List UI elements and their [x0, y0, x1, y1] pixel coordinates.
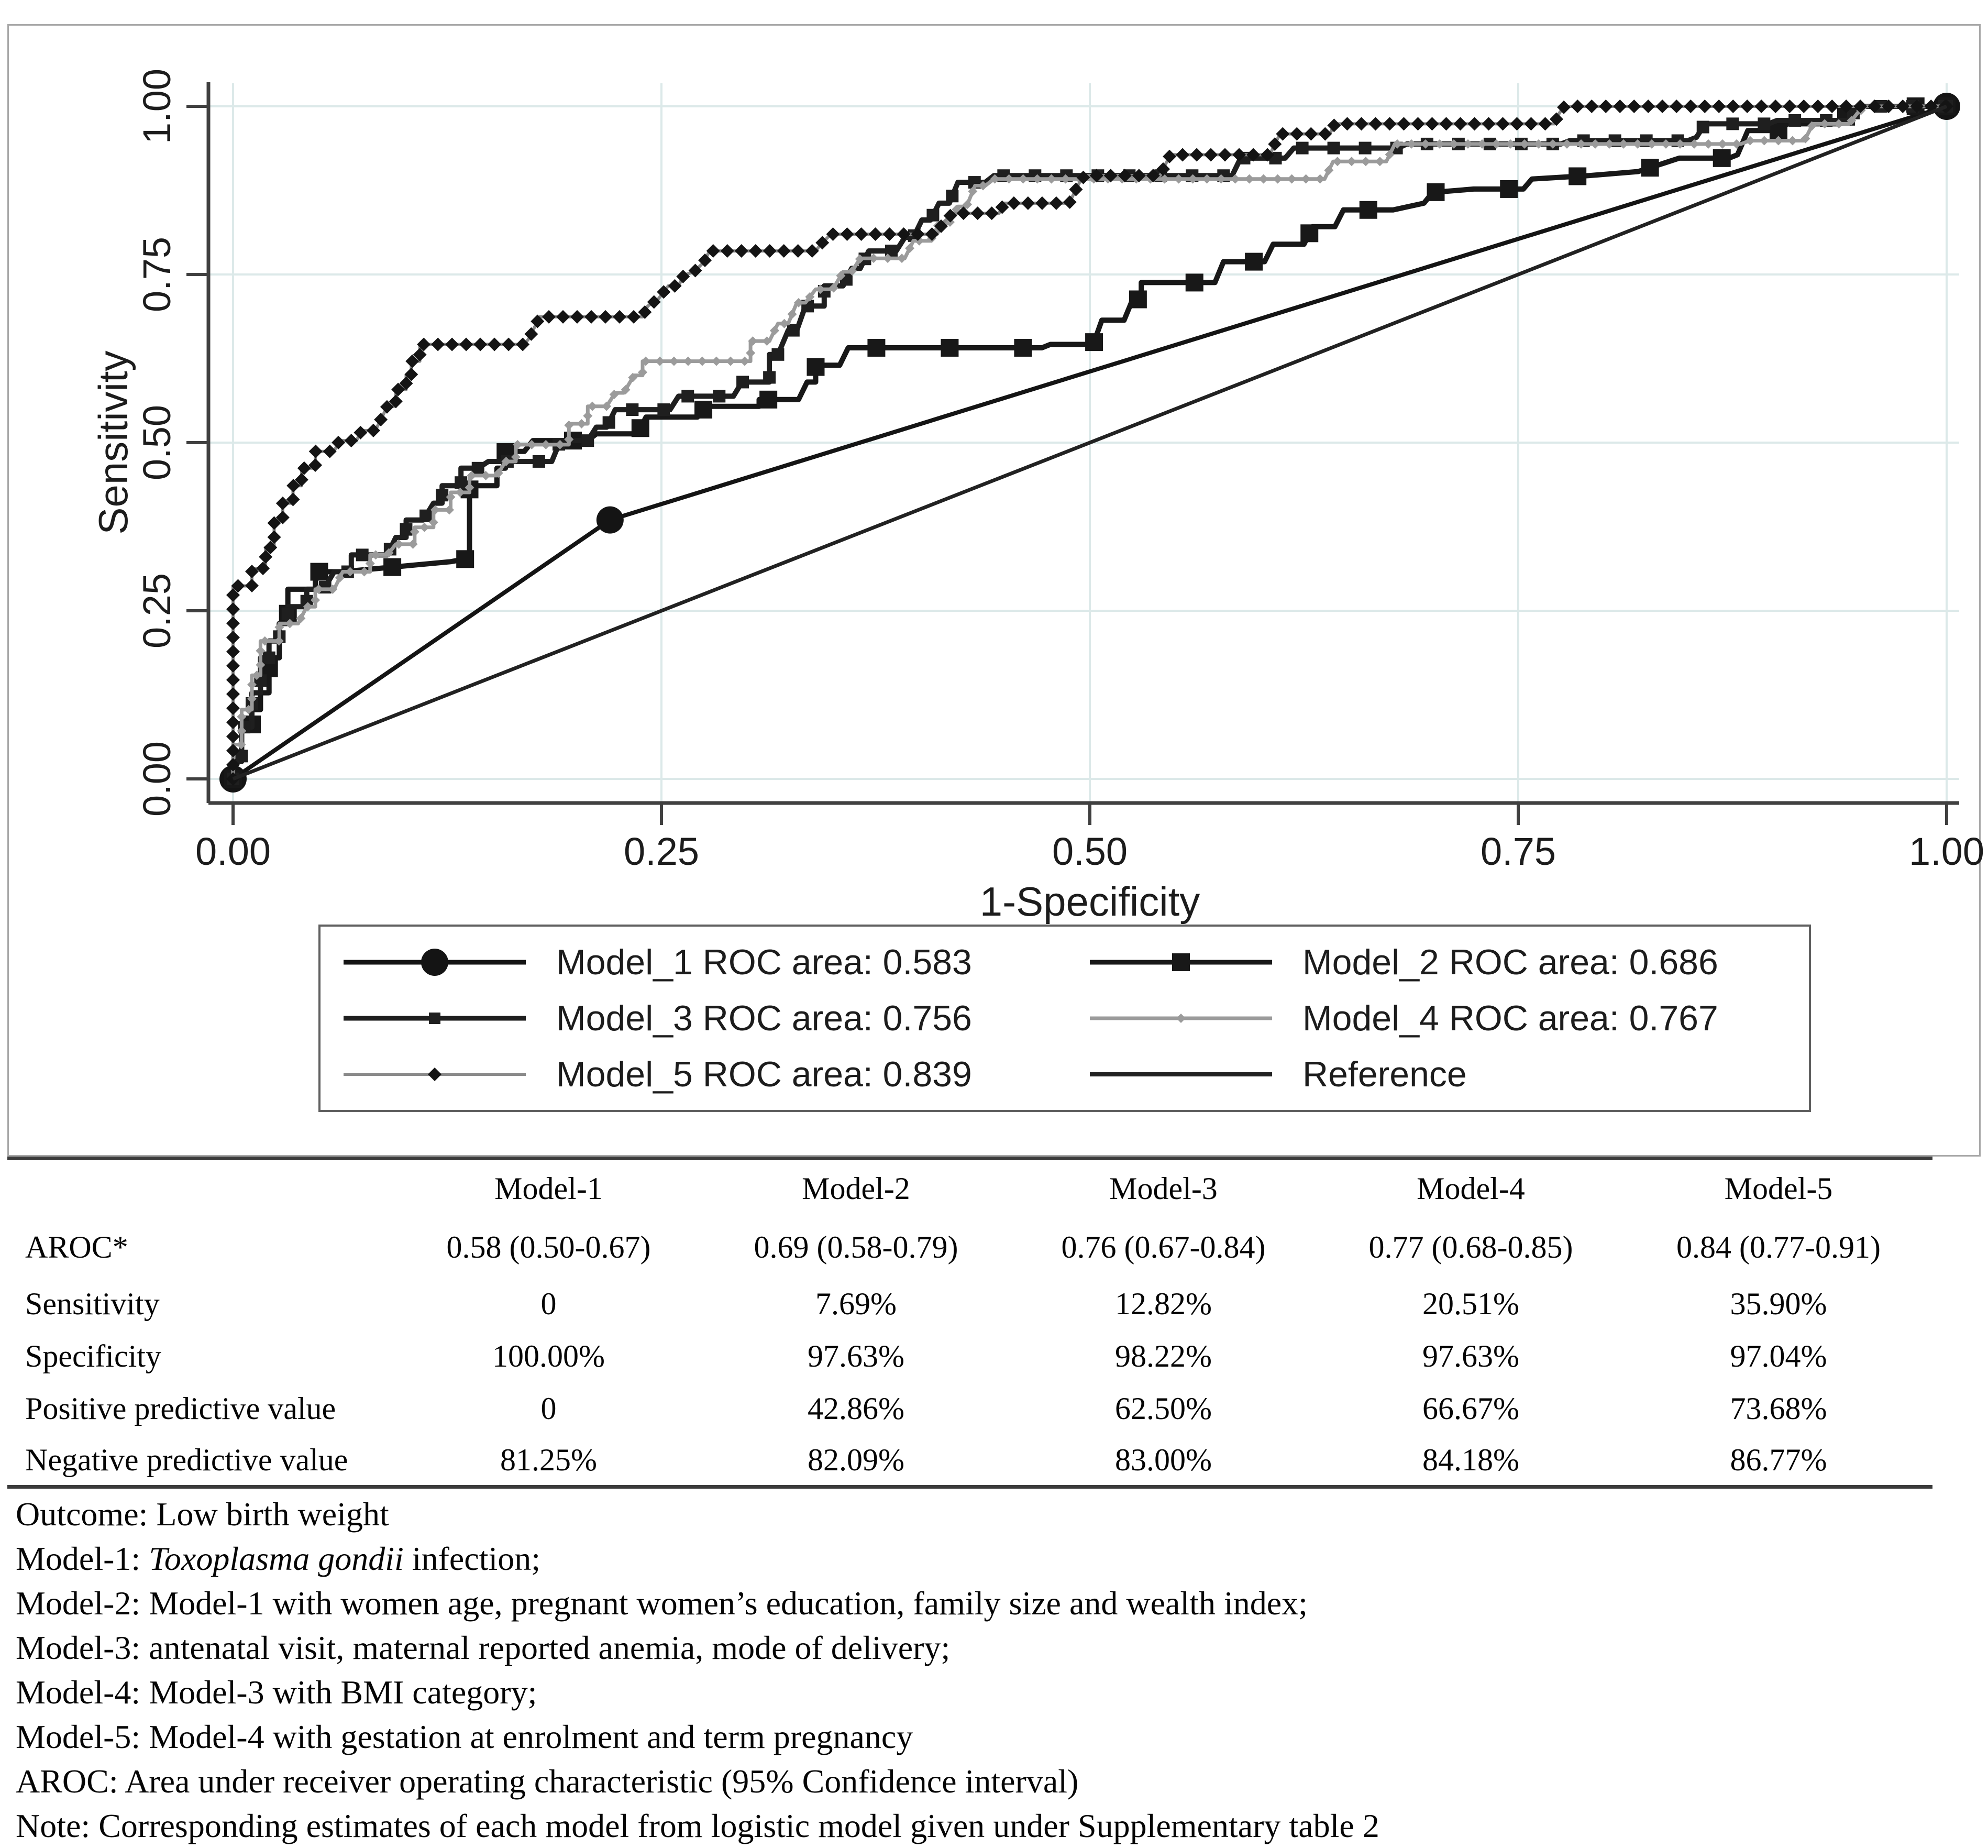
- table-header-row: Model-1 Model-2 Model-3 Model-4 Model-5: [7, 1160, 1932, 1217]
- legend-label: Model_2 ROC area: 0.686: [1302, 942, 1718, 982]
- table-cell: 82.09%: [808, 1442, 904, 1477]
- x-axis-title: 1-Specificity: [980, 878, 1200, 925]
- table-cell: 84.18%: [1422, 1442, 1519, 1477]
- y-tick-label: 0.25: [135, 573, 179, 648]
- model-1-marker-icon: [340, 945, 529, 979]
- row-label: Specificity: [25, 1338, 161, 1373]
- model-2-marker-icon: [1087, 945, 1275, 979]
- reference-line-icon: [1087, 1058, 1275, 1091]
- table-header-cell: Model-2: [802, 1171, 910, 1206]
- footnote-model-5: Model-5: Model-4 with gestation at enrol…: [16, 1718, 913, 1755]
- roc-curves: [219, 93, 1960, 793]
- row-label: Negative predictive value: [25, 1442, 348, 1477]
- table-cell: 97.04%: [1730, 1338, 1827, 1373]
- roc-chart: 0.00 0.25 0.50 0.75 1.00 0.00 0.25 0.50 …: [90, 69, 1984, 925]
- x-tick-label: 1.00: [1909, 830, 1984, 873]
- row-label: AROC*: [25, 1229, 128, 1264]
- table-row: Specificity 100.00% 97.63% 98.22% 97.63%…: [7, 1330, 1932, 1382]
- table-header-cell: Model-1: [494, 1171, 603, 1206]
- table-cell: 20.51%: [1422, 1286, 1519, 1321]
- roc-figure: 0.00 0.25 0.50 0.75 1.00 0.00 0.25 0.50 …: [7, 24, 1984, 1157]
- legend-item-model-2: Model_2 ROC area: 0.686: [1067, 934, 1811, 990]
- model-5-marker-icon: [340, 1058, 529, 1091]
- y-tick-label: 0.50: [135, 405, 179, 480]
- footnote-model-4: Model-4: Model-3 with BMI category;: [16, 1674, 537, 1711]
- footnote-aroc: AROC: Area under receiver operating char…: [16, 1763, 1079, 1800]
- footnote-note: Note: Corresponding estimates of each mo…: [16, 1807, 1379, 1844]
- metrics-table: Model-1 Model-2 Model-3 Model-4 Model-5 …: [7, 1157, 1932, 1489]
- table-cell: 81.25%: [500, 1442, 597, 1477]
- table-header-cell: Model-5: [1724, 1171, 1833, 1206]
- footnote-model-3: Model-3: antenatal visit, maternal repor…: [16, 1629, 951, 1666]
- table-cell: 0.58 (0.50-0.67): [446, 1229, 651, 1264]
- model-4-marker-icon: [1087, 1002, 1275, 1035]
- footnote-italic-text: Toxoplasma gondii: [149, 1540, 404, 1577]
- y-tick-label: 0.00: [135, 741, 179, 817]
- table-cell: 86.77%: [1730, 1442, 1827, 1477]
- x-tick-label: 0.75: [1481, 830, 1556, 873]
- table-header-cell: Model-4: [1417, 1171, 1525, 1206]
- x-tick-label: 0.50: [1052, 830, 1128, 873]
- table-cell: 0: [540, 1286, 557, 1321]
- roc-legend: Model_1 ROC area: 0.583 Model_2 ROC area…: [318, 925, 1811, 1112]
- table-cell: 98.22%: [1115, 1338, 1212, 1373]
- y-tick-label: 1.00: [135, 69, 179, 144]
- table-cell: 97.63%: [808, 1338, 904, 1373]
- tick-marks: [186, 105, 1948, 825]
- model-3-marker-icon: [340, 1002, 529, 1035]
- legend-item-model-1: Model_1 ROC area: 0.583: [321, 934, 1067, 990]
- table-cell: 62.50%: [1115, 1391, 1212, 1426]
- table-cell: 97.63%: [1422, 1338, 1519, 1373]
- table-cell: 12.82%: [1115, 1286, 1212, 1321]
- table-cell: 66.67%: [1422, 1391, 1519, 1426]
- legend-item-reference: Reference: [1067, 1047, 1811, 1103]
- x-tick-label: 0.00: [195, 830, 271, 873]
- roc-curve-model-5: [226, 100, 1953, 786]
- footnote-text: Model-1:: [16, 1540, 149, 1577]
- table-row: Sensitivity 0 7.69% 12.82% 20.51% 35.90%: [7, 1278, 1932, 1330]
- row-label: Positive predictive value: [25, 1391, 336, 1426]
- legend-label: Model_1 ROC area: 0.583: [556, 942, 972, 982]
- table-row: Negative predictive value 81.25% 82.09% …: [7, 1435, 1932, 1485]
- y-axis-title: Sensitivity: [90, 350, 136, 534]
- footnote-outcome: Outcome: Low birth weight: [16, 1495, 389, 1533]
- legend-item-model-5: Model_5 ROC area: 0.839: [321, 1047, 1067, 1103]
- table-row: Positive predictive value 0 42.86% 62.50…: [7, 1382, 1932, 1435]
- table-cell: 73.68%: [1730, 1391, 1827, 1426]
- table-cell: 0.69 (0.58-0.79): [754, 1229, 958, 1264]
- table-cell: 100.00%: [492, 1338, 605, 1373]
- table-cell: 35.90%: [1730, 1286, 1827, 1321]
- y-tick-label: 0.75: [135, 237, 179, 312]
- table-header-cell: [7, 1160, 395, 1217]
- roc-curve-reference: [232, 104, 1948, 781]
- legend-label: Model_3 ROC area: 0.756: [556, 998, 972, 1038]
- table-cell: 0.84 (0.77-0.91): [1676, 1229, 1881, 1264]
- table-cell: 42.86%: [808, 1391, 904, 1426]
- footnote-text: infection;: [403, 1540, 541, 1577]
- legend-label: Reference: [1302, 1054, 1467, 1095]
- x-tick-label: 0.25: [624, 830, 699, 873]
- table-cell: 0: [540, 1391, 557, 1426]
- footnote-model-2: Model-2: Model-1 with women age, pregnan…: [16, 1585, 1308, 1622]
- legend-label: Model_4 ROC area: 0.767: [1302, 998, 1718, 1038]
- table-header-cell: Model-3: [1109, 1171, 1218, 1206]
- footnotes: Outcome: Low birth weight Model-1: Toxop…: [16, 1492, 1953, 1848]
- legend-label: Model_5 ROC area: 0.839: [556, 1054, 972, 1095]
- table-cell: 0.76 (0.67-0.84): [1061, 1229, 1266, 1264]
- legend-item-model-3: Model_3 ROC area: 0.756: [321, 990, 1067, 1046]
- legend-item-model-4: Model_4 ROC area: 0.767: [1067, 990, 1811, 1046]
- row-label: Sensitivity: [25, 1286, 160, 1321]
- table-row: AROC* 0.58 (0.50-0.67) 0.69 (0.58-0.79) …: [7, 1217, 1932, 1278]
- table-cell: 83.00%: [1115, 1442, 1212, 1477]
- footnote-model-1: Model-1: Toxoplasma gondii infection;: [16, 1536, 1953, 1581]
- table-cell: 7.69%: [815, 1286, 897, 1321]
- table-cell: 0.77 (0.68-0.85): [1368, 1229, 1573, 1264]
- roc-curve-model-3: [227, 100, 1953, 785]
